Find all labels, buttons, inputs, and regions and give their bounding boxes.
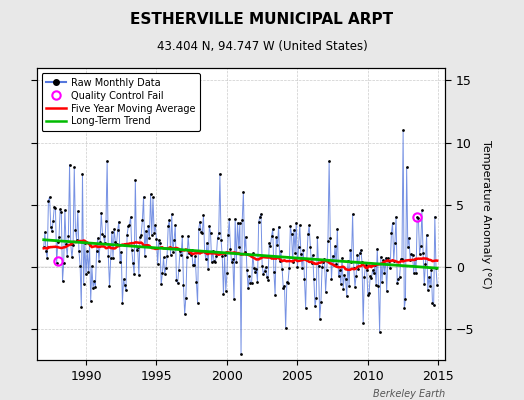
Text: Berkeley Earth: Berkeley Earth bbox=[373, 389, 445, 399]
Legend: Raw Monthly Data, Quality Control Fail, Five Year Moving Average, Long-Term Tren: Raw Monthly Data, Quality Control Fail, … bbox=[41, 73, 200, 131]
Text: ESTHERVILLE MUNICIPAL ARPT: ESTHERVILLE MUNICIPAL ARPT bbox=[130, 12, 394, 27]
Text: 43.404 N, 94.747 W (United States): 43.404 N, 94.747 W (United States) bbox=[157, 40, 367, 53]
Y-axis label: Temperature Anomaly (°C): Temperature Anomaly (°C) bbox=[481, 140, 492, 288]
